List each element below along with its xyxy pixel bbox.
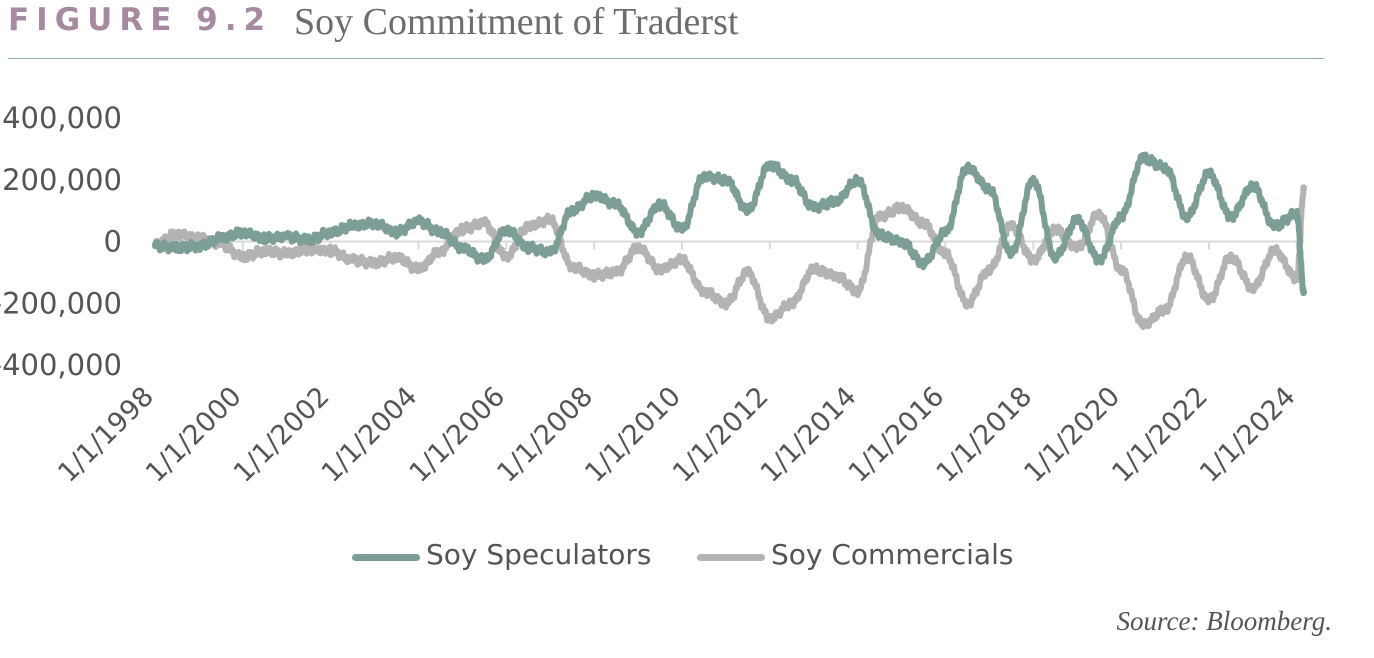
series-line-speculators <box>152 151 1307 297</box>
legend-swatch-speculators <box>352 554 420 561</box>
figure-label: FIGURE 9.2 <box>8 2 273 38</box>
y-axis: 400,000 200,000 0 -200,000 -400,000 <box>0 101 122 382</box>
x-tick-label: 1/1/2006 <box>404 381 512 489</box>
y-tick-label: 400,000 <box>2 101 122 135</box>
x-tick-label: 1/1/2024 <box>1194 381 1302 489</box>
x-tick-label: 1/1/1998 <box>52 381 160 489</box>
x-tick-label: 1/1/2008 <box>491 381 599 489</box>
figure-header: FIGURE 9.2 Soy Commitment of Traderst <box>8 0 1324 59</box>
x-tick-label: 1/1/2022 <box>1106 381 1214 489</box>
x-tick-label: 1/1/2014 <box>755 381 863 489</box>
legend-label-commercials: Soy Commercials <box>771 538 1014 571</box>
series-group <box>152 151 1307 331</box>
legend-label-speculators: Soy Speculators <box>426 538 652 571</box>
x-tick-label: 1/1/2004 <box>316 381 424 489</box>
x-tick-label: 1/1/2016 <box>843 381 951 489</box>
x-axis: 1/1/19981/1/20001/1/20021/1/20041/1/2006… <box>52 381 1301 489</box>
x-tick-label: 1/1/2002 <box>228 381 336 489</box>
x-tick-label: 1/1/2012 <box>667 381 775 489</box>
series-line-commercials <box>152 184 1307 331</box>
y-tick-label: 0 <box>104 225 122 259</box>
x-tick-label: 1/1/2018 <box>931 381 1039 489</box>
source-note: Source: Bloomberg. <box>1116 606 1332 636</box>
y-tick-label: -200,000 <box>0 286 122 320</box>
line-chart: 400,000 200,000 0 -200,000 -400,000 1/1/1998… <box>0 101 1307 489</box>
x-tick-label: 1/1/2010 <box>579 381 687 489</box>
y-tick-label: -400,000 <box>0 348 122 382</box>
legend: Soy Speculators Soy Commercials <box>0 536 1374 576</box>
legend-swatch-commercials <box>697 554 765 561</box>
figure-title: Soy Commitment of Traderst <box>294 1 739 43</box>
x-tick-label: 1/1/2020 <box>1018 381 1126 489</box>
x-tick-label: 1/1/2000 <box>140 381 248 489</box>
y-tick-label: 200,000 <box>2 163 122 197</box>
